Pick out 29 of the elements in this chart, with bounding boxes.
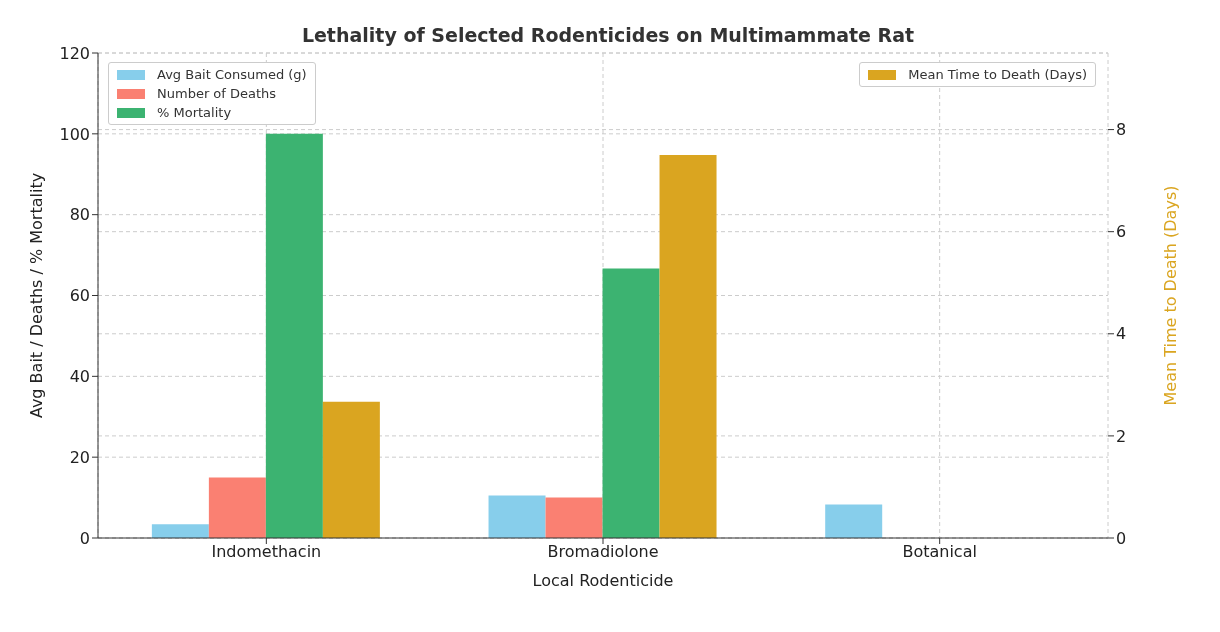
bar — [265, 133, 323, 538]
legend-label: Number of Deaths — [157, 86, 277, 101]
y-tick-label: 40 — [69, 367, 90, 387]
y2-tick-label: 0 — [1116, 528, 1127, 548]
y2-tick-label: 4 — [1116, 324, 1127, 344]
legend-label: Mean Time to Death (Days) — [908, 67, 1087, 82]
bar — [825, 504, 883, 538]
x-axis-title: Local Rodenticide — [532, 571, 674, 590]
chart-title: Lethality of Selected Rodenticides on Multimammate Rat — [301, 24, 915, 46]
y2-tick-label: 8 — [1116, 120, 1127, 140]
y-tick-label: 60 — [69, 286, 90, 306]
y-tick-label: 20 — [69, 447, 90, 467]
legend-label: Avg Bait Consumed (g) — [157, 67, 307, 82]
bar — [545, 497, 603, 538]
y2-tick-label: 2 — [1116, 426, 1127, 446]
x-tick-label: Botanical — [902, 542, 977, 562]
y2-tick-label: 6 — [1116, 222, 1127, 242]
y-tick-label: 100 — [59, 124, 90, 144]
x-tick-label: Bromadiolone — [547, 542, 659, 562]
x-tick-label: Indomethacin — [211, 542, 322, 562]
y-tick-label: 120 — [59, 43, 90, 63]
y-tick-label: 0 — [79, 528, 90, 548]
legend-label: % Mortality — [157, 105, 232, 120]
y2-axis-title: Mean Time to Death (Days) — [1160, 185, 1180, 406]
y-axis-title: Avg Bait / Deaths / % Mortality — [26, 172, 46, 419]
y-tick-label: 80 — [69, 205, 90, 225]
bar — [208, 477, 266, 538]
bar — [151, 524, 209, 538]
bar — [488, 495, 546, 538]
